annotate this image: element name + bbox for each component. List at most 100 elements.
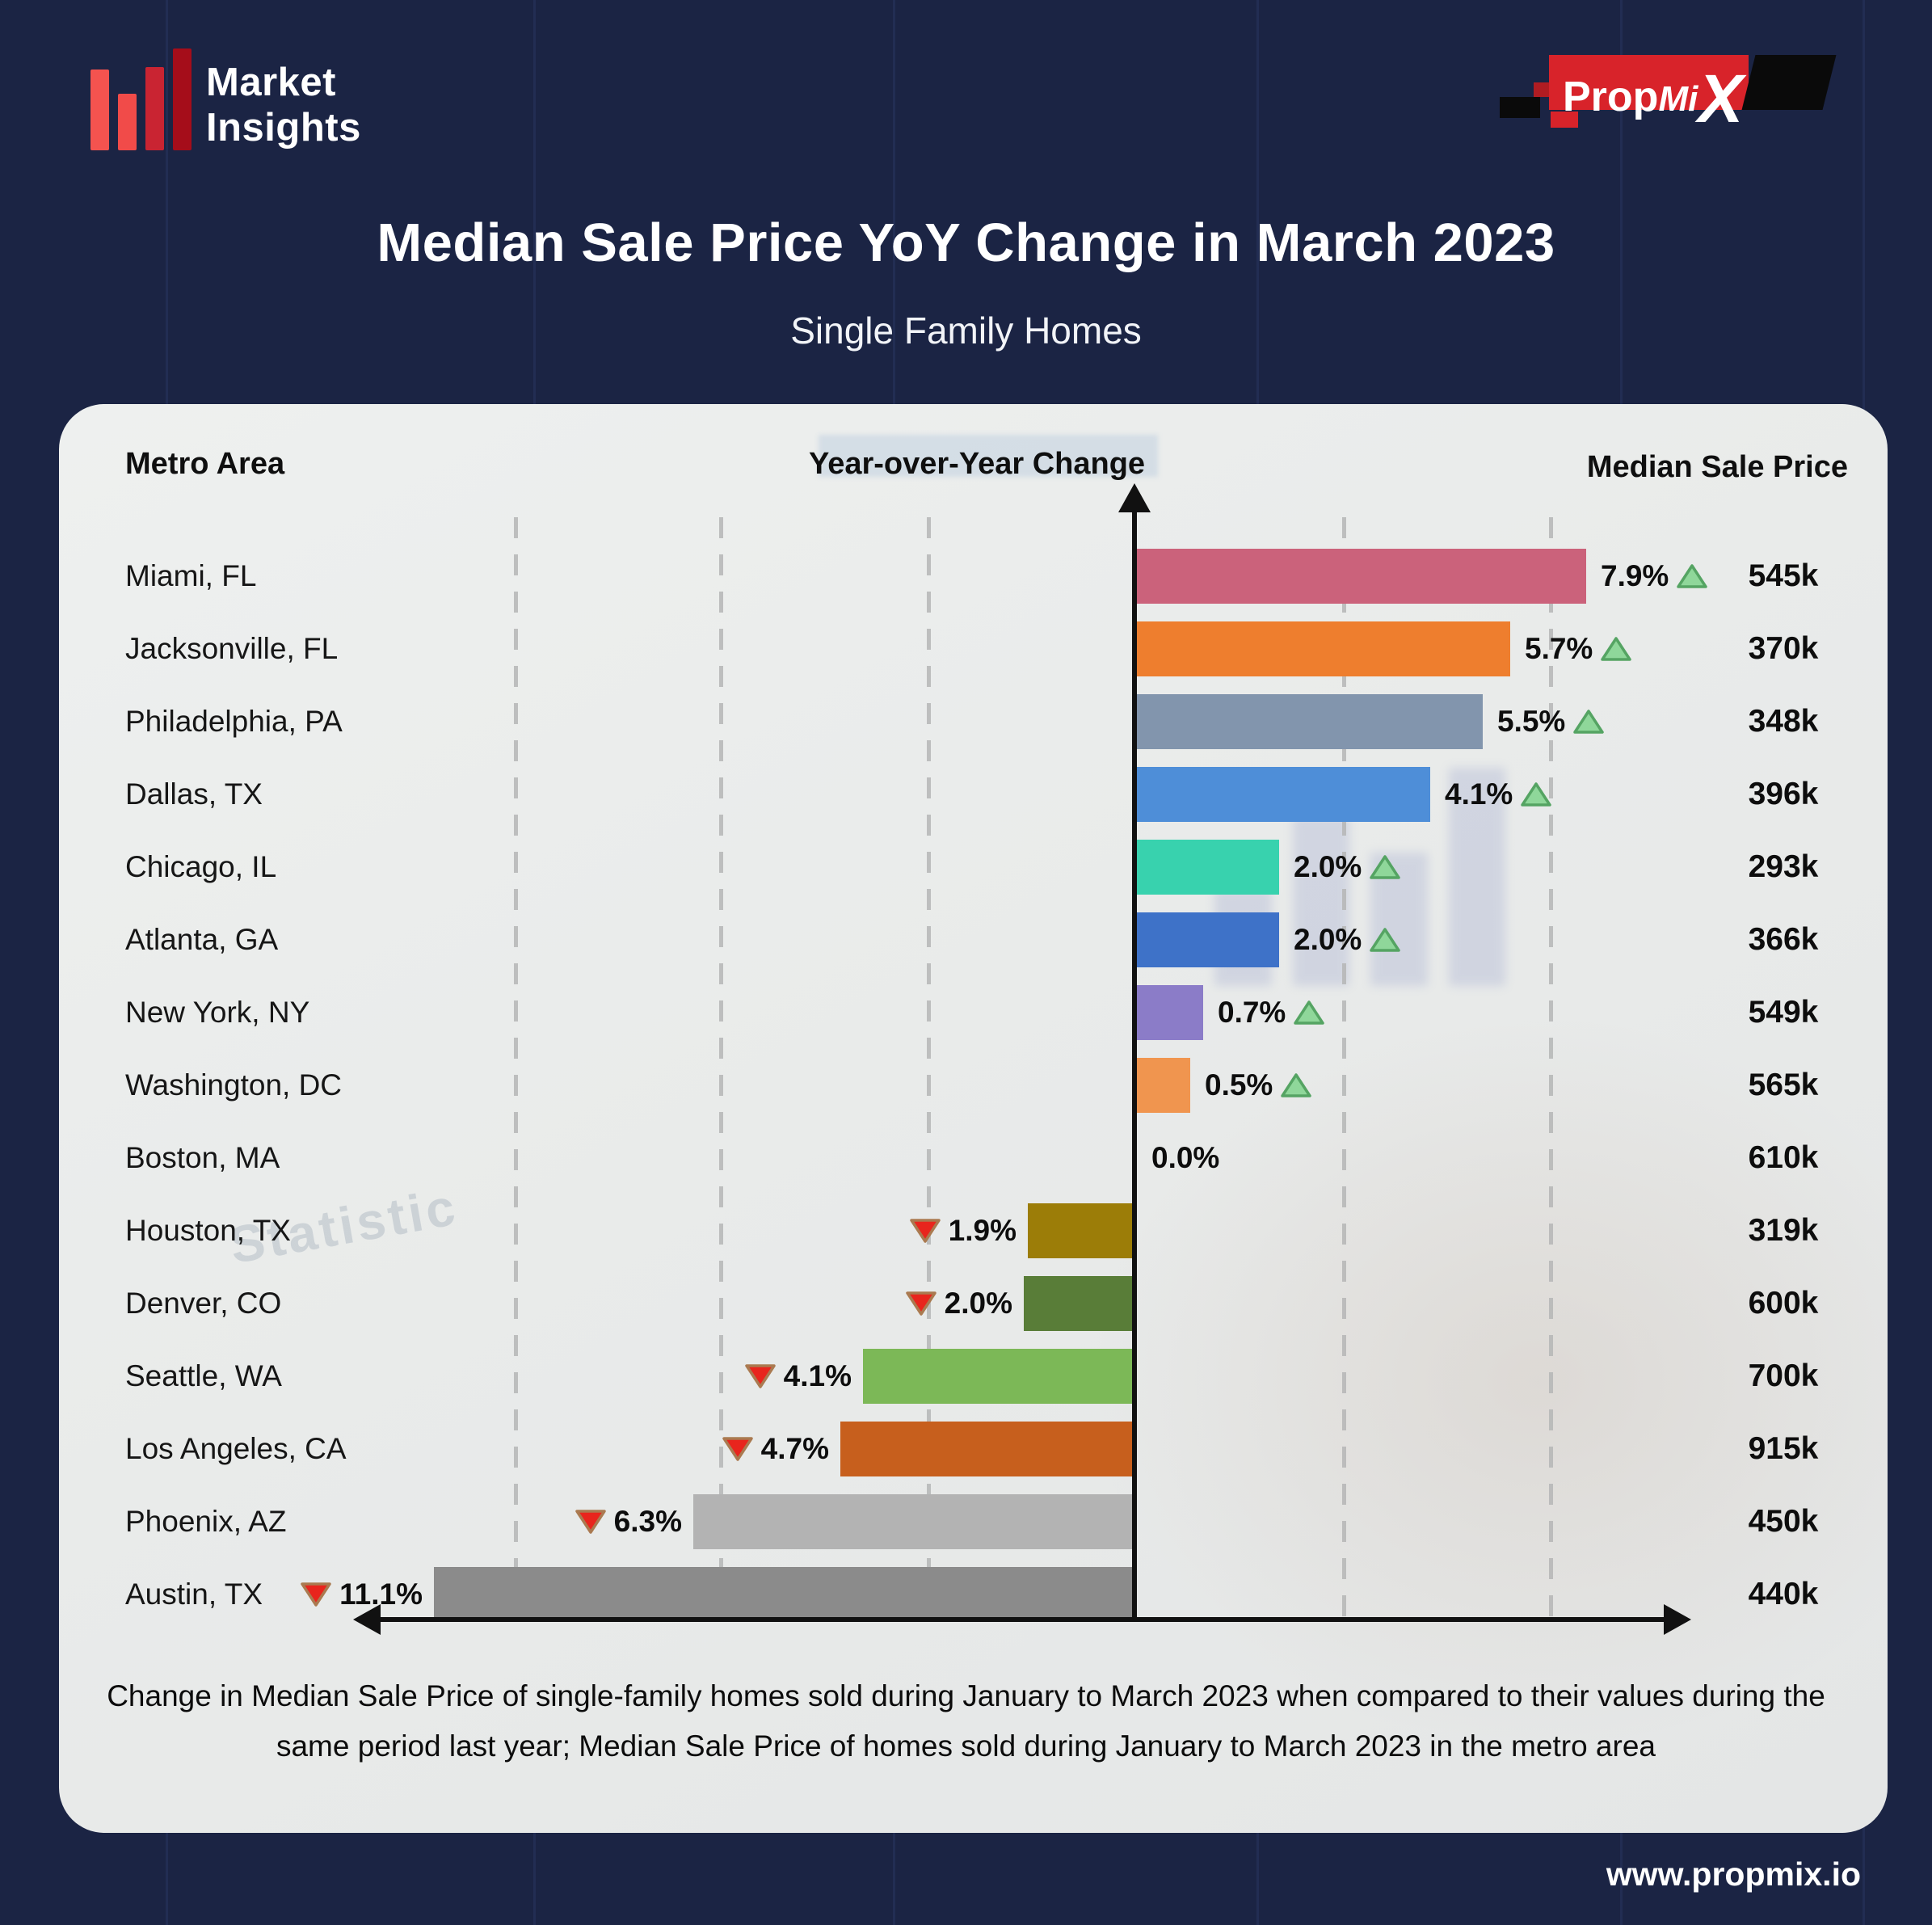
market-insights-logo: Market Insights bbox=[90, 47, 361, 150]
up-triangle-icon bbox=[1294, 999, 1325, 1026]
up-triangle-icon bbox=[1601, 635, 1632, 663]
yoy-change-value: 5.7% bbox=[1525, 621, 1632, 676]
propmix-word-x: X bbox=[1698, 61, 1743, 137]
website-url: www.propmix.io bbox=[1606, 1855, 1861, 1893]
yoy-change-value: 1.9% bbox=[790, 1203, 1017, 1258]
metro-area-label: Chicago, IL bbox=[125, 850, 277, 883]
up-triangle-icon bbox=[1370, 853, 1401, 881]
yoy-change-value: 0.5% bbox=[1205, 1058, 1312, 1113]
yoy-change-bar bbox=[1137, 985, 1203, 1040]
metro-area-label: Miami, FL bbox=[125, 559, 257, 592]
yoy-change-bar bbox=[1137, 621, 1510, 676]
yoy-change-bar bbox=[434, 1567, 1132, 1622]
down-triangle-icon bbox=[744, 1363, 776, 1390]
median-sale-price-value: 600k bbox=[1748, 1286, 1819, 1321]
logo-wordmark: Market Insights bbox=[206, 60, 361, 150]
median-sale-price-value: 370k bbox=[1748, 631, 1819, 666]
propmix-logo-square bbox=[1500, 97, 1540, 118]
median-sale-price-value: 440k bbox=[1748, 1577, 1819, 1611]
metro-area-label: Atlanta, GA bbox=[125, 923, 279, 956]
up-triangle-icon bbox=[1370, 926, 1401, 954]
yoy-change-bar bbox=[1137, 1058, 1190, 1113]
propmix-word-prop: Prop bbox=[1563, 74, 1659, 120]
vertical-axis-arrow bbox=[1118, 483, 1151, 512]
horizontal-axis-arrow-left bbox=[353, 1604, 381, 1635]
chart-gridline bbox=[719, 517, 723, 1620]
up-triangle-icon bbox=[1677, 562, 1708, 590]
horizontal-axis-arrow-right bbox=[1664, 1604, 1691, 1635]
median-sale-price-value: 915k bbox=[1748, 1431, 1819, 1466]
median-sale-price-value: 549k bbox=[1748, 995, 1819, 1030]
propmix-word-mi: Mi bbox=[1658, 79, 1698, 119]
chart-gridline bbox=[927, 517, 931, 1620]
down-triangle-icon bbox=[909, 1217, 941, 1245]
yoy-change-bar bbox=[1137, 912, 1279, 967]
yoy-change-value: 4.1% bbox=[625, 1349, 852, 1404]
metro-area-label: Boston, MA bbox=[125, 1141, 280, 1174]
chart-caption: Change in Median Sale Price of single-fa… bbox=[107, 1679, 1825, 1763]
yoy-change-value: 0.0% bbox=[1151, 1131, 1219, 1186]
propmix-logo-square bbox=[1534, 82, 1551, 97]
down-triangle-icon bbox=[905, 1290, 937, 1317]
up-triangle-icon bbox=[1521, 781, 1552, 808]
chart-gridline bbox=[514, 517, 518, 1620]
page-subtitle: Single Family Homes bbox=[790, 310, 1142, 352]
yoy-change-percent-text: 2.0% bbox=[1294, 923, 1362, 956]
down-triangle-icon bbox=[301, 1581, 331, 1608]
logo-word-market: Market bbox=[206, 61, 336, 104]
propmix-logo: PropMiX bbox=[1500, 48, 1863, 137]
metro-area-label: Phoenix, AZ bbox=[125, 1505, 287, 1538]
yoy-change-bar bbox=[1028, 1203, 1132, 1258]
yoy-change-bar bbox=[1024, 1276, 1132, 1331]
yoy-change-percent-text: 6.3% bbox=[613, 1505, 682, 1538]
yoy-change-value: 0.7% bbox=[1218, 985, 1325, 1040]
yoy-change-value: 4.1% bbox=[1445, 767, 1552, 822]
median-sale-price-value: 545k bbox=[1748, 558, 1819, 593]
yoy-change-percent-text: 7.9% bbox=[1601, 559, 1669, 592]
median-sale-price-value: 396k bbox=[1748, 777, 1819, 811]
metro-area-label: Dallas, TX bbox=[125, 777, 263, 811]
median-sale-price-value: 348k bbox=[1748, 704, 1819, 739]
metro-area-label: Denver, CO bbox=[125, 1287, 282, 1320]
yoy-change-percent-text: 0.5% bbox=[1205, 1068, 1273, 1102]
metro-area-label: Los Angeles, CA bbox=[125, 1432, 347, 1465]
logo-word-insights: Insights bbox=[206, 106, 361, 150]
horizontal-axis-line bbox=[377, 1617, 1667, 1622]
median-sale-price-value: 319k bbox=[1748, 1213, 1819, 1248]
yoy-change-percent-text: 4.1% bbox=[1445, 777, 1513, 811]
metro-area-label: Houston, TX bbox=[125, 1214, 291, 1247]
yoy-change-value: 2.0% bbox=[786, 1276, 1012, 1331]
logo-bar-chart-icon bbox=[90, 47, 192, 150]
yoy-change-percent-text: 0.7% bbox=[1218, 996, 1286, 1029]
yoy-change-percent-text: 11.1% bbox=[339, 1577, 423, 1611]
down-triangle-icon bbox=[575, 1508, 606, 1535]
metro-area-label: New York, NY bbox=[125, 996, 310, 1029]
yoy-change-bar bbox=[693, 1494, 1132, 1549]
yoy-change-bar bbox=[1137, 694, 1483, 749]
metro-area-label: Austin, TX bbox=[125, 1577, 263, 1611]
yoy-change-bar bbox=[840, 1422, 1132, 1476]
median-sale-price-value: 610k bbox=[1748, 1140, 1819, 1175]
yoy-change-percent-text: 4.7% bbox=[760, 1432, 829, 1465]
up-triangle-icon bbox=[1281, 1072, 1312, 1099]
metro-area-label: Washington, DC bbox=[125, 1068, 343, 1102]
yoy-change-value: 4.7% bbox=[603, 1422, 829, 1476]
metro-area-label: Seattle, WA bbox=[125, 1359, 282, 1392]
chart-gridline bbox=[1549, 517, 1553, 1620]
yoy-change-percent-text: 5.5% bbox=[1497, 705, 1566, 738]
yoy-change-value: 7.9% bbox=[1601, 549, 1708, 604]
median-sale-price-value: 565k bbox=[1748, 1068, 1819, 1102]
median-sale-price-value: 293k bbox=[1748, 849, 1819, 884]
yoy-change-percent-text: 4.1% bbox=[783, 1359, 852, 1392]
yoy-change-bar bbox=[1137, 767, 1430, 822]
metro-area-label: Philadelphia, PA bbox=[125, 705, 343, 738]
propmix-logo-black-box bbox=[1741, 55, 1837, 110]
column-header-metro-area: Metro Area bbox=[125, 447, 285, 481]
propmix-logo-red-box bbox=[1549, 55, 1749, 110]
vertical-axis-line bbox=[1132, 508, 1137, 1620]
median-sale-price-value: 700k bbox=[1748, 1358, 1819, 1393]
yoy-change-value: 2.0% bbox=[1294, 912, 1401, 967]
yoy-change-bar bbox=[1137, 840, 1279, 895]
median-sale-price-value: 450k bbox=[1748, 1504, 1819, 1539]
